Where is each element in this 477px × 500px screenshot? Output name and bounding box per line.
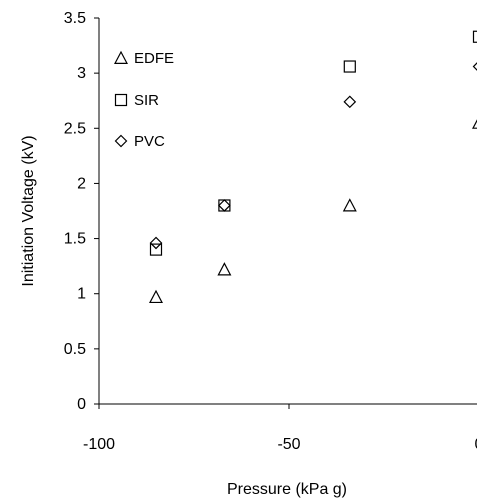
series-sir xyxy=(149,30,477,256)
pvc-point xyxy=(149,236,163,250)
y-tick-label: 1 xyxy=(77,286,86,303)
series-edfe xyxy=(149,119,477,304)
series-pvc xyxy=(149,62,477,250)
pvc-point xyxy=(218,199,231,212)
x-axis-title: Pressure (kPa g) xyxy=(227,481,347,498)
edfe-point xyxy=(472,119,477,129)
legend-pvc-icon xyxy=(114,134,128,148)
legend-label-pvc: PVC xyxy=(134,133,165,150)
legend-label-sir: SIR xyxy=(134,92,159,109)
data-points xyxy=(149,30,477,304)
legend-edfe-icon xyxy=(114,50,128,65)
sir-point xyxy=(343,60,356,73)
y-tick-label: 0.5 xyxy=(64,341,86,358)
sir-point xyxy=(472,30,477,43)
edfe-point xyxy=(342,198,357,212)
legend-sir-icon xyxy=(114,93,128,107)
pvc-point xyxy=(343,95,357,109)
y-tick-label: 2.5 xyxy=(64,120,86,137)
pvc-point xyxy=(472,62,477,71)
x-tick-label: -100 xyxy=(83,436,115,453)
y-tick-label: 0 xyxy=(77,396,86,413)
y-tick-label: 1.5 xyxy=(64,231,86,248)
y-tick-label: 2 xyxy=(77,175,86,192)
y-axis-title: Initiation Voltage (kV) xyxy=(20,135,37,286)
legend: EDFE SIR PVC xyxy=(114,50,174,150)
x-tick-label: -50 xyxy=(277,436,300,453)
edfe-point xyxy=(217,262,232,276)
ticks: 0 0.5 1 1.5 2 2.5 3 3.5 -100 -50 0 xyxy=(64,10,477,453)
sir-point xyxy=(149,243,163,256)
axes xyxy=(98,18,477,405)
sir-point xyxy=(218,199,231,212)
edfe-point xyxy=(149,289,163,304)
legend-label-edfe: EDFE xyxy=(134,50,174,67)
y-tick-label: 3 xyxy=(77,65,86,82)
y-tick-label: 3.5 xyxy=(64,10,86,27)
x-tick-label: 0 xyxy=(475,436,477,453)
